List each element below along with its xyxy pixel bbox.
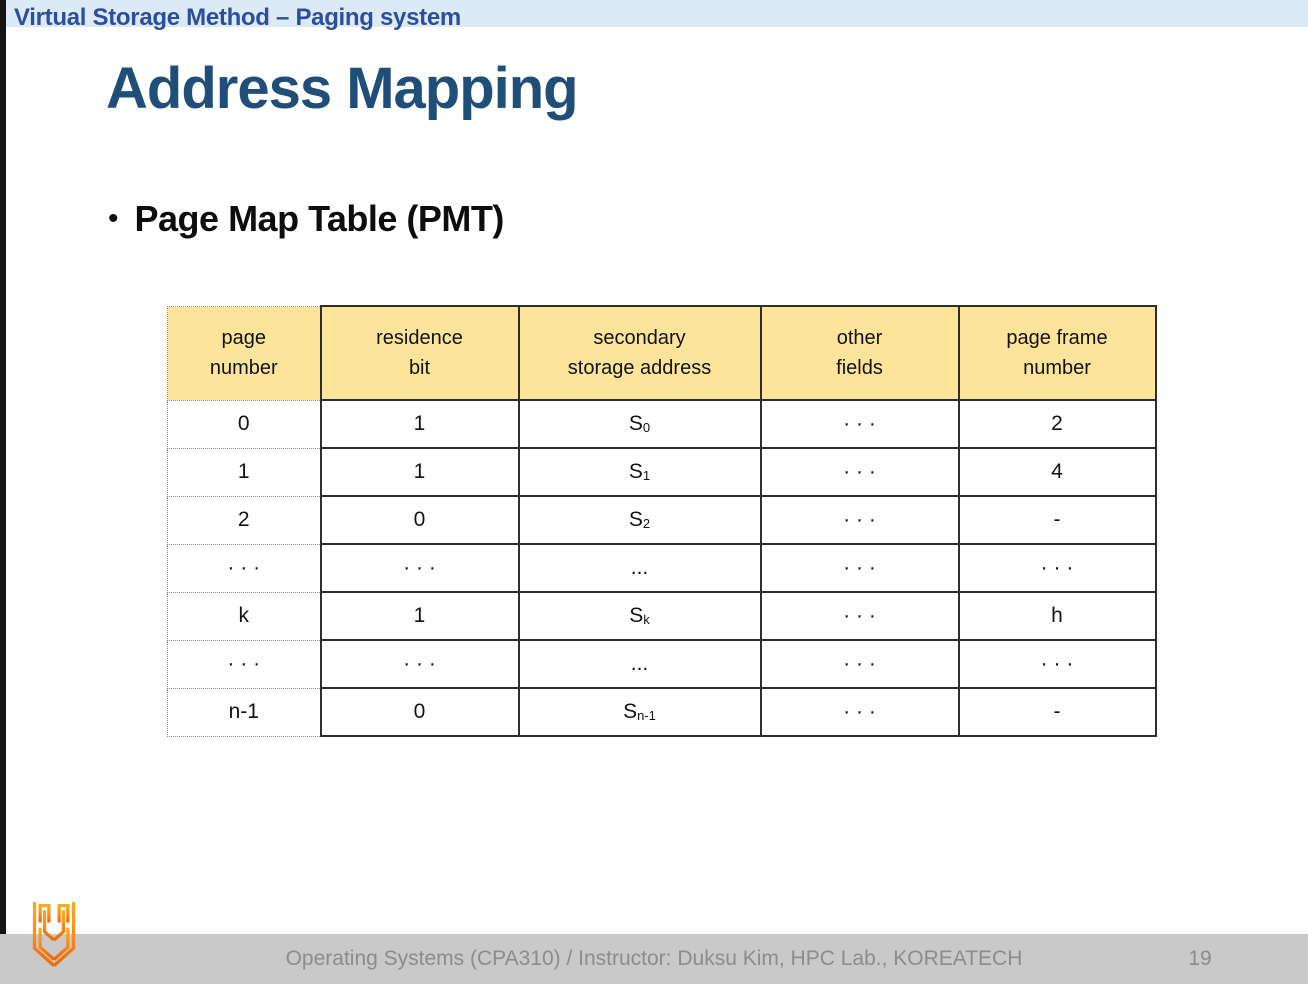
bullet-marker: • [108,202,119,235]
table-cell: - [957,687,1157,737]
table-cell: Sn-1 [517,687,762,737]
bullet-text: Page Map Table (PMT) [134,198,505,239]
table-cell: 2 [957,399,1157,449]
table-cell: ... [517,639,762,689]
table-cell: · · · [759,495,960,545]
table-cell: Sk [517,591,762,641]
table-cell: · · · [759,399,960,449]
column-header: other fields [759,305,960,401]
table-row: 2 0 S2 · · · - [167,495,1157,545]
table-cell: S1 [517,447,762,497]
page-map-table: page number residence bit secondary storag… [167,305,1157,737]
column-header: page frame number [957,305,1157,401]
table-cell: · · · [957,543,1157,593]
table-cell: 4 [957,447,1157,497]
table-cell: · · · [759,447,960,497]
column-header: residence bit [319,305,520,401]
table-row: · · · · · ·... · · · · · · [167,543,1157,593]
page-title: Address Mapping [106,56,579,121]
column-header: secondary storage address [517,305,762,401]
table-row: k 1 Sk · · · h [167,591,1157,641]
left-border [0,0,6,984]
table-cell: · · · [167,543,321,593]
bullet-line: • Page Map Table (PMT) [108,198,504,240]
top-band [0,0,1308,27]
footer-bar [0,934,1308,984]
table-cell: 0 [319,687,520,737]
table-cell: · · · [759,543,960,593]
table-cell: k [167,591,321,641]
table-cell: ... [517,543,762,593]
table-row: n-1 0 Sn-1 · · · - [167,687,1157,737]
slide-section-header: Virtual Storage Method – Paging system [14,4,461,31]
table-row: 1 1 S1 · · · 4 [167,447,1157,497]
table-cell: 0 [167,399,321,449]
table-cell: - [957,495,1157,545]
footer-course-info: Operating Systems (CPA310) / Instructor:… [285,947,1023,970]
table-cell: h [957,591,1157,641]
table-cell: · · · [167,639,321,689]
table-cell: · · · [759,639,960,689]
column-header: page number [167,305,321,401]
table-cell: 1 [319,399,520,449]
slide-page-number: 19 [1188,947,1212,970]
table-cell: S2 [517,495,762,545]
table-cell: n-1 [167,687,321,737]
table-cell: · · · [319,543,520,593]
table-cell: · · · [319,639,520,689]
table-cell: 2 [167,495,321,545]
table-cell: · · · [759,687,960,737]
table-cell: 0 [319,495,520,545]
table-cell: 1 [319,591,520,641]
table-cell: 1 [319,447,520,497]
table-cell: · · · [957,639,1157,689]
table-cell: 1 [167,447,321,497]
table-cell: S0 [517,399,762,449]
table-row: 0 1 S0 · · · 2 [167,399,1157,449]
koreatech-logo-icon [32,902,76,975]
table-cell: · · · [759,591,960,641]
pmt-table-body: 0 1 S0 · · · 2 1 1 S1 · · · 4 2 0 S2 · · · - · · · · · ·… [167,399,1157,737]
table-header-row: page number residence bit secondary storag… [167,305,1157,401]
pmt-table-head: page number residence bit secondary storag… [167,305,1157,401]
table-row: · · · · · ·... · · · · · · [167,639,1157,689]
